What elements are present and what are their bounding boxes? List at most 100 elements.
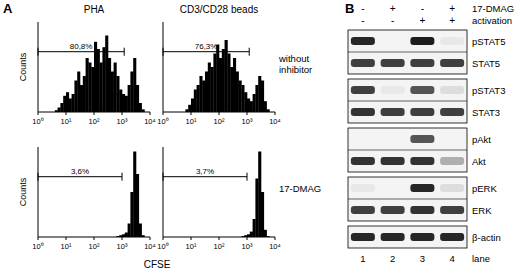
histogram-bar	[58, 108, 61, 113]
band	[381, 86, 405, 94]
histogram-bar	[258, 152, 261, 238]
x-tick-label: 10³	[117, 117, 128, 126]
x-tick	[275, 112, 276, 115]
histogram-bar	[264, 101, 267, 112]
histogram-bar	[211, 67, 214, 112]
condition-sign: -	[391, 15, 394, 26]
band	[440, 233, 464, 241]
blot-label: STAT5	[472, 58, 500, 69]
lane-label: lane	[472, 253, 490, 264]
band	[351, 157, 375, 165]
band	[410, 108, 434, 116]
blot-box	[348, 177, 467, 221]
gate-end	[249, 48, 250, 56]
band	[440, 135, 464, 143]
histogram-bar	[72, 94, 75, 112]
condition-sign: +	[449, 15, 455, 26]
x-tick	[219, 237, 220, 240]
x-tick-label: 10¹	[61, 242, 72, 251]
band	[410, 135, 434, 143]
x-tick	[94, 237, 95, 240]
histogram	[185, 40, 269, 112]
band	[351, 59, 375, 67]
band	[381, 184, 405, 192]
x-tick	[219, 112, 220, 115]
gate-end	[38, 173, 39, 181]
y-axis	[38, 22, 39, 112]
band	[351, 135, 375, 143]
x-tick	[163, 237, 164, 240]
band	[351, 206, 375, 214]
x-tick	[122, 237, 123, 240]
gate-label: 3,7%	[196, 167, 214, 176]
histogram-bar	[241, 85, 244, 112]
histogram-bar	[80, 85, 83, 112]
x-tick-label: 10⁴	[269, 117, 281, 126]
column-title: PHA	[84, 4, 105, 15]
blot-label: β-actin	[472, 232, 501, 243]
band	[410, 86, 434, 94]
histogram-bar	[74, 81, 77, 113]
x-tick-label: 10¹	[186, 117, 197, 126]
histogram-bar	[202, 81, 205, 113]
x-tick-label: 10⁴	[144, 117, 156, 126]
column-title: CD3/CD28 beads	[180, 4, 258, 15]
blot-label: pAkt	[472, 134, 491, 145]
histogram-bar	[197, 85, 200, 112]
gate-line	[38, 176, 122, 177]
band	[381, 157, 405, 165]
band	[381, 37, 405, 45]
gate-end	[124, 48, 125, 56]
band	[440, 59, 464, 67]
histogram-bar	[63, 96, 66, 112]
x-tick-label: 10²	[89, 242, 100, 251]
histogram-bar	[219, 58, 222, 112]
histogram-bar	[116, 76, 119, 112]
x-tick	[66, 237, 67, 240]
lane-number: 4	[449, 253, 454, 264]
histogram-bar	[128, 224, 131, 238]
blot-label: pSTAT5	[472, 36, 505, 47]
gate-end	[122, 173, 123, 181]
x-tick	[122, 112, 123, 115]
histogram-bar	[236, 72, 239, 113]
y-axis	[38, 147, 39, 237]
histogram-bar	[100, 63, 103, 113]
histogram-bar	[83, 76, 86, 112]
x-tick	[191, 112, 192, 115]
x-tick-label: 10³	[117, 242, 128, 251]
band	[351, 37, 375, 45]
x-tick	[191, 237, 192, 240]
histogram-bar	[253, 219, 256, 237]
x-tick-label: 10⁰	[32, 117, 43, 126]
band	[410, 37, 434, 45]
histogram-bar	[60, 103, 63, 112]
histogram-bar	[136, 85, 139, 112]
histogram-bar	[125, 233, 128, 238]
histogram-bar	[130, 72, 133, 113]
histogram-bar	[77, 72, 80, 113]
histogram-bar	[208, 63, 211, 113]
histogram-bar	[102, 47, 105, 112]
x-tick-label: 10²	[214, 242, 225, 251]
histogram-bar	[199, 76, 202, 112]
x-tick-label: 10³	[242, 242, 253, 251]
x-tick-label: 10¹	[61, 117, 72, 126]
band	[440, 108, 464, 116]
condition-sign: +	[419, 15, 425, 26]
row-label: 17-DMAG	[279, 183, 321, 194]
lane-number: 2	[390, 253, 395, 264]
x-tick-label: 10⁰	[157, 242, 168, 251]
histogram-bar	[111, 72, 114, 113]
x-tick	[163, 112, 164, 115]
histogram-bar	[222, 49, 225, 112]
condition-label: activation	[472, 15, 512, 26]
histogram-bar	[225, 40, 228, 112]
x-tick	[247, 237, 248, 240]
band	[440, 157, 464, 165]
band	[440, 37, 464, 45]
histogram	[241, 152, 269, 238]
x-tick	[150, 112, 151, 115]
lane-number: 3	[420, 253, 425, 264]
figure: APHACD3/CD28 beadswithoutinhibitor17-DMA…	[0, 0, 520, 275]
